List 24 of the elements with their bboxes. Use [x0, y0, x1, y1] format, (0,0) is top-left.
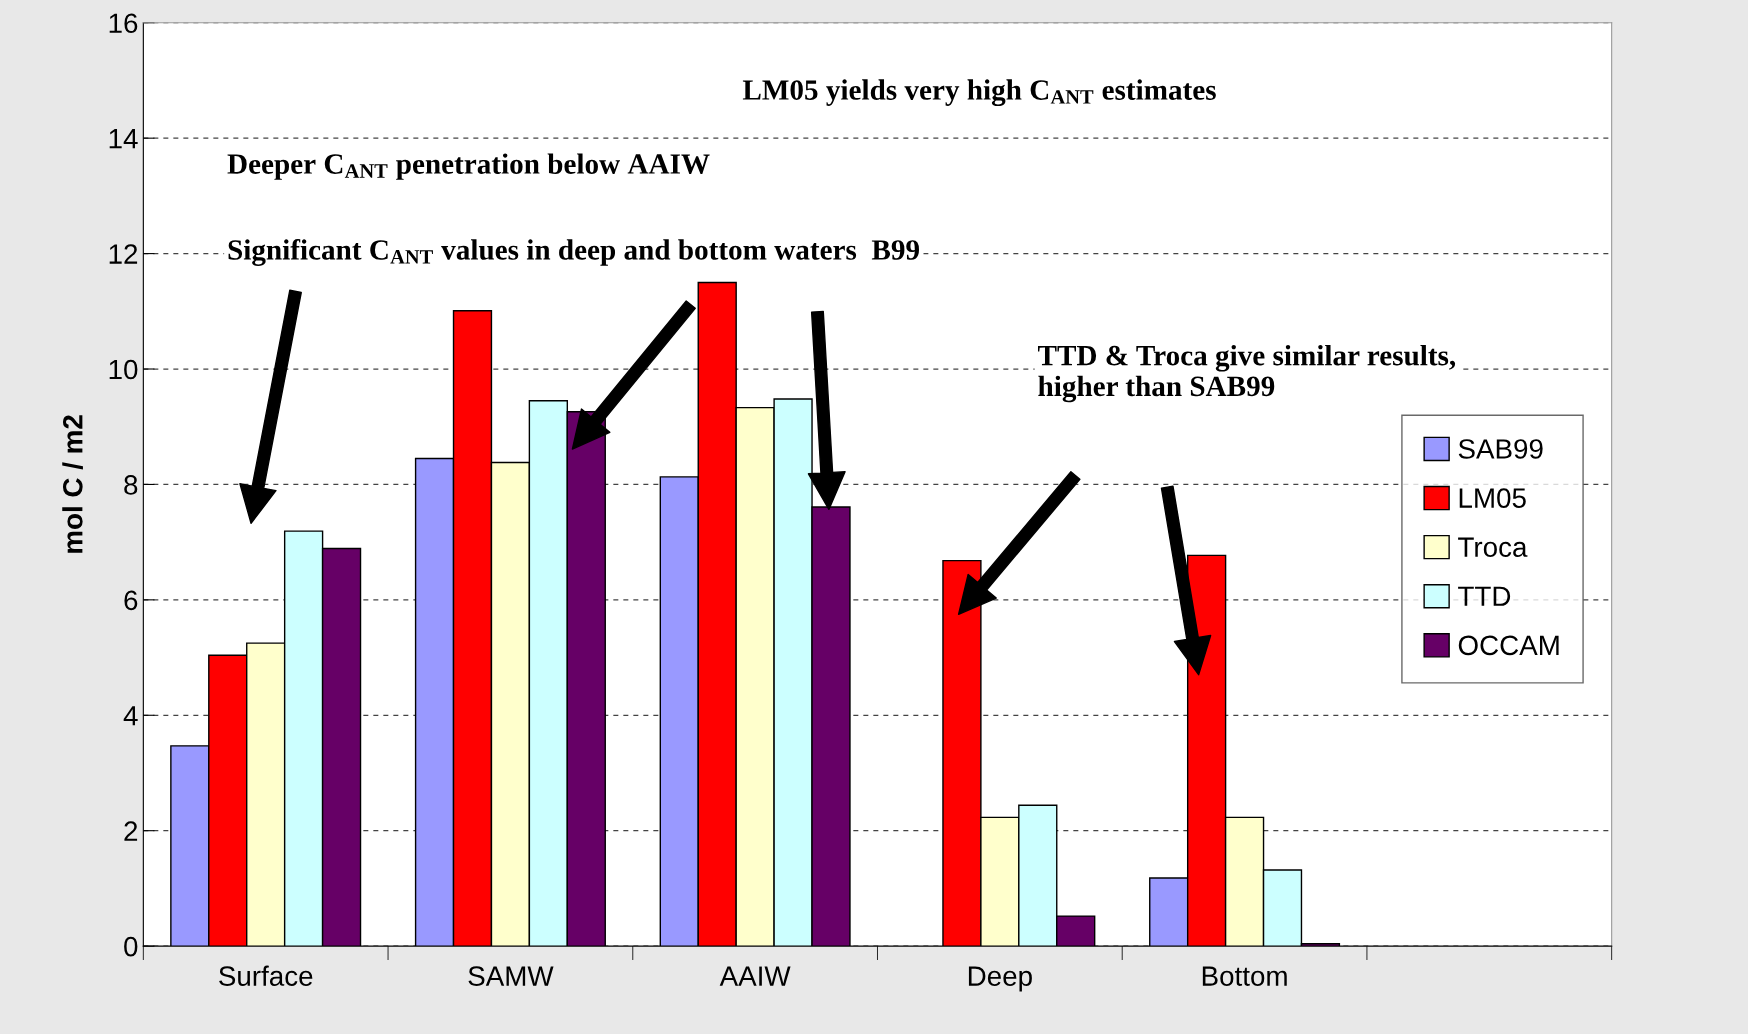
- y-tick-label: 10: [109, 359, 138, 380]
- x-tick-label: Surface: [219, 965, 313, 986]
- y-tick-label: 16: [109, 13, 138, 34]
- y-tick-label: 12: [109, 244, 138, 264]
- x-tick-label: SAMW: [468, 966, 554, 986]
- legend-label: TTD: [1458, 586, 1511, 606]
- y-axis-title: mol C / m2: [62, 415, 83, 553]
- legend-label: Troca: [1458, 537, 1528, 558]
- annotation: Deeper C$_{ANT}$ penetration below AAIW: [227, 153, 710, 180]
- annotation: Significant C$_{ANT}$ values in deep and bottom waters B99: [228, 238, 919, 266]
- legend-label: SAB99: [1458, 439, 1543, 459]
- y-tick-label: 2: [124, 821, 138, 841]
- y-tick-label: 0: [124, 936, 138, 957]
- y-tick-label: 4: [123, 706, 138, 726]
- annotation: TTD & Troca give similar results, higher than SAB99: [1038, 344, 1456, 403]
- y-tick-label: 14: [109, 129, 138, 149]
- legend-label: OCCAM: [1458, 635, 1559, 656]
- x-tick-label: AAIW: [719, 966, 791, 986]
- y-tick-label: 6: [124, 590, 138, 611]
- legend-label: LM05: [1459, 488, 1526, 508]
- y-tick-label: 8: [124, 475, 138, 495]
- x-tick-label: Deep: [968, 966, 1032, 992]
- x-tick-label: Bottom: [1202, 966, 1287, 986]
- annotation: LM05 yields very high C$_{ANT}$ estimates: [742, 79, 1216, 107]
